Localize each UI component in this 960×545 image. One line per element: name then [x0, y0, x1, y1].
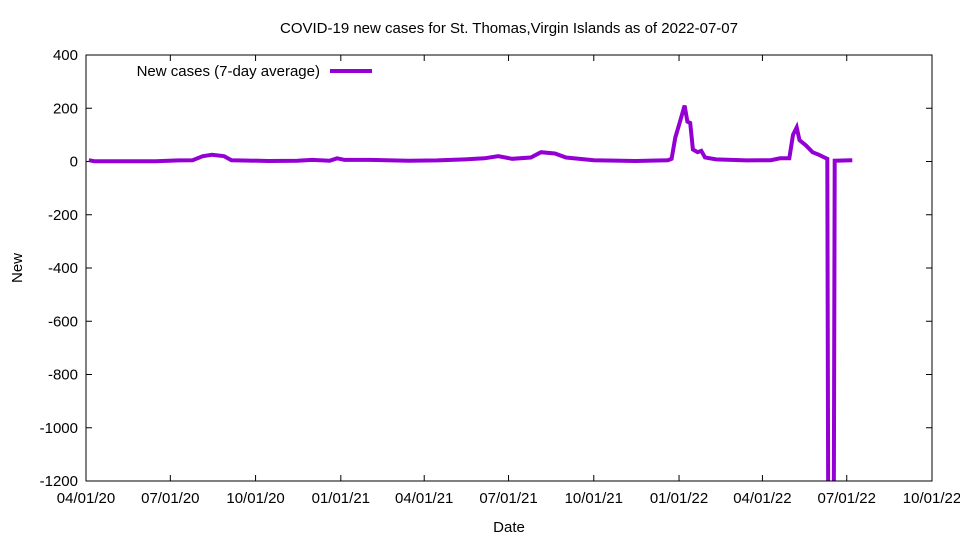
x-tick-label: 07/01/21	[479, 490, 537, 507]
x-axis-label: Date	[493, 519, 525, 536]
series-group	[88, 105, 853, 481]
y-tick-label: 400	[53, 47, 78, 64]
plot-frame	[85, 54, 933, 482]
y-axis-label: New	[9, 253, 26, 283]
x-tick-label: 07/01/22	[818, 490, 876, 507]
y-tick-label: -400	[48, 260, 78, 277]
series-line	[88, 105, 853, 481]
y-tick-label: -1200	[40, 473, 78, 490]
y-tick-label: -1000	[40, 420, 78, 437]
x-tick-label: 01/01/22	[650, 490, 708, 507]
x-tick-label: 04/01/20	[57, 490, 115, 507]
x-tick-label: 10/01/22	[903, 490, 960, 507]
chart-title: COVID-19 new cases for St. Thomas,Virgin…	[280, 20, 738, 37]
y-tick-label: 0	[70, 154, 78, 171]
axis-ticks: -1200 -1000 -800 -600 -400 -200 0 200 400 04/01/2…	[40, 47, 960, 507]
y-tick-label: -200	[48, 207, 78, 224]
x-tick-label: 04/01/22	[733, 490, 791, 507]
x-tick-label: 04/01/21	[395, 490, 453, 507]
legend: New cases (7-day average)	[137, 63, 372, 80]
y-tick-label: 200	[53, 100, 78, 117]
y-tick-label: -600	[48, 313, 78, 330]
legend-label: New cases (7-day average)	[137, 63, 320, 80]
x-tick-label: 10/01/21	[565, 490, 623, 507]
x-tick-label: 07/01/20	[141, 490, 199, 507]
y-tick-label: -800	[48, 367, 78, 384]
x-tick-label: 10/01/20	[226, 490, 284, 507]
x-tick-label: 01/01/21	[312, 490, 370, 507]
